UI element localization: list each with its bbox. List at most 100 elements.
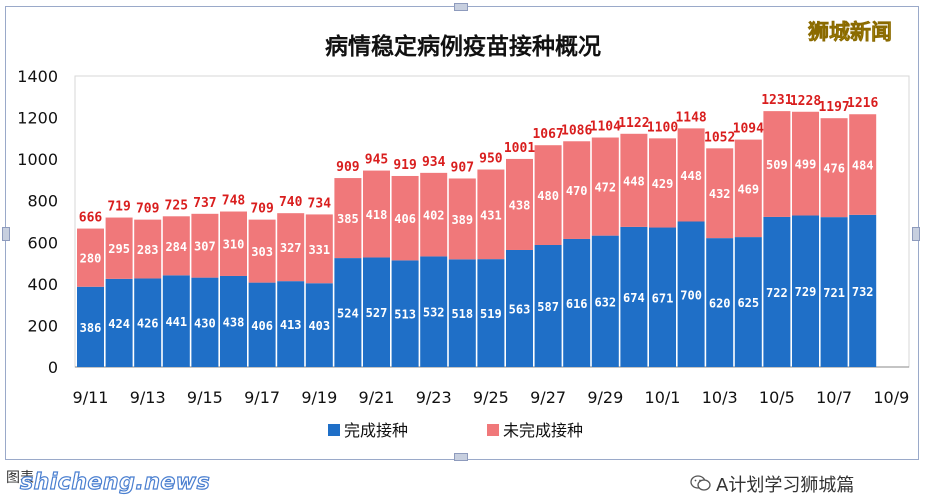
data-label-incomplete: 438 xyxy=(509,198,531,212)
data-label-completed: 722 xyxy=(766,286,788,300)
bar-incomplete xyxy=(448,178,476,260)
data-label-incomplete: 280 xyxy=(80,252,102,266)
data-label-completed: 413 xyxy=(280,318,302,332)
bar-incomplete xyxy=(420,172,448,257)
data-label-incomplete: 480 xyxy=(537,189,559,203)
bar-incomplete xyxy=(477,169,505,260)
bar-incomplete xyxy=(305,214,333,284)
data-label-incomplete: 484 xyxy=(852,159,874,173)
bar-completed xyxy=(248,282,276,367)
data-label-total: 1104 xyxy=(590,120,621,135)
x-tick-label: 9/11 xyxy=(73,388,109,407)
y-tick-label: 400 xyxy=(27,275,58,294)
resize-handle-right[interactable] xyxy=(912,227,920,241)
data-label-incomplete: 418 xyxy=(366,208,388,222)
data-label-completed: 424 xyxy=(108,317,130,331)
bar-incomplete xyxy=(734,139,762,238)
bar-completed xyxy=(620,226,648,367)
data-label-completed: 700 xyxy=(680,288,702,302)
legend-label-completed: 完成接种 xyxy=(344,421,408,440)
data-label-total: 709 xyxy=(136,202,159,217)
y-tick-label: 1000 xyxy=(17,150,58,169)
data-label-total: 740 xyxy=(279,195,303,210)
bar-completed xyxy=(734,237,762,367)
bar-completed xyxy=(134,278,162,367)
bar-completed xyxy=(391,260,419,367)
data-label-incomplete: 432 xyxy=(709,187,731,201)
x-tick-label: 9/21 xyxy=(359,388,395,407)
bar-incomplete xyxy=(77,228,104,287)
data-label-total: 919 xyxy=(393,158,416,173)
y-tick-label: 1400 xyxy=(17,67,58,86)
brand-logo-text: 狮城新闻 xyxy=(808,20,893,45)
bar-completed xyxy=(77,286,104,367)
bar-incomplete xyxy=(591,137,619,236)
bar-incomplete xyxy=(677,128,705,222)
data-label-incomplete: 307 xyxy=(194,240,216,254)
data-label-incomplete: 389 xyxy=(451,213,473,227)
data-label-completed: 513 xyxy=(394,308,416,322)
y-tick-label: 1200 xyxy=(17,109,58,128)
data-label-incomplete: 476 xyxy=(823,162,845,176)
data-label-completed: 403 xyxy=(308,319,330,333)
data-label-completed: 721 xyxy=(823,286,845,300)
bar-incomplete xyxy=(763,111,791,217)
data-label-completed: 518 xyxy=(451,307,473,321)
data-label-total: 748 xyxy=(222,194,246,209)
data-label-completed: 426 xyxy=(137,317,159,331)
data-label-incomplete: 499 xyxy=(795,158,817,172)
data-label-completed: 732 xyxy=(852,285,874,299)
data-label-total: 1228 xyxy=(790,94,821,109)
source-label: 图表： xyxy=(6,470,48,486)
data-label-incomplete: 284 xyxy=(165,240,187,254)
bar-incomplete xyxy=(134,219,162,279)
data-label-incomplete: 295 xyxy=(108,242,130,256)
bar-completed xyxy=(162,275,190,367)
data-label-completed: 532 xyxy=(423,306,445,320)
resize-handle-left[interactable] xyxy=(2,227,10,241)
x-tick-label: 10/3 xyxy=(702,388,738,407)
data-label-total: 1052 xyxy=(704,130,735,145)
data-label-incomplete: 448 xyxy=(623,174,645,188)
bar-completed xyxy=(563,238,591,367)
data-label-incomplete: 470 xyxy=(566,184,588,198)
data-label-total: 1086 xyxy=(561,123,592,138)
resize-handle-bottom[interactable] xyxy=(454,453,468,461)
legend-label-incomplete: 未完成接种 xyxy=(503,421,583,440)
bar-completed xyxy=(363,257,390,367)
bar-incomplete xyxy=(334,178,362,259)
data-label-total: 1001 xyxy=(504,141,535,156)
data-label-incomplete: 469 xyxy=(737,182,759,196)
data-label-total: 934 xyxy=(422,155,446,170)
y-tick-label: 200 xyxy=(27,316,58,335)
resize-handle-top[interactable] xyxy=(454,3,468,11)
bar-completed xyxy=(649,227,676,367)
x-tick-label: 9/13 xyxy=(130,388,166,407)
bar-incomplete xyxy=(105,217,133,279)
bar-completed xyxy=(506,249,533,367)
data-label-total: 737 xyxy=(193,196,216,211)
wechat-icon xyxy=(690,475,711,491)
bar-completed xyxy=(420,256,448,367)
bar-completed xyxy=(591,235,619,367)
data-label-total: 1231 xyxy=(761,93,792,108)
data-label-completed: 625 xyxy=(737,296,759,310)
data-label-total: 719 xyxy=(107,200,130,215)
y-tick-label: 800 xyxy=(27,192,58,211)
account-name: A计划学习狮城篇 xyxy=(716,475,855,496)
data-label-total: 945 xyxy=(365,153,388,168)
data-label-total: 666 xyxy=(79,211,103,226)
x-tick-label: 9/29 xyxy=(587,388,623,407)
data-label-completed: 674 xyxy=(623,291,645,305)
legend-swatch-completed xyxy=(328,424,340,436)
bar-incomplete xyxy=(363,170,390,258)
x-tick-label: 9/19 xyxy=(301,388,337,407)
data-label-incomplete: 331 xyxy=(308,243,330,257)
bar-completed xyxy=(477,259,505,367)
bar-incomplete xyxy=(649,138,676,228)
bar-completed xyxy=(105,278,133,367)
legend-swatch-incomplete xyxy=(487,424,499,436)
bar-incomplete xyxy=(534,145,562,245)
watermark: shicheng.news xyxy=(19,469,211,495)
